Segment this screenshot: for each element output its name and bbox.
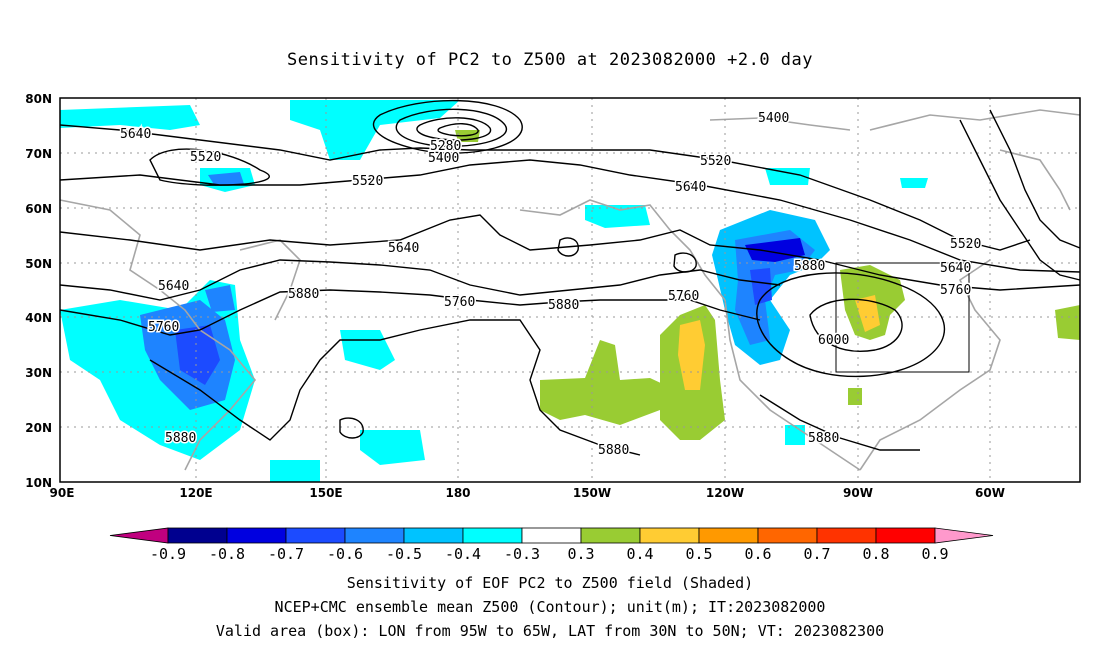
lat-label: 50N [25,257,52,271]
colorbar-tick-label: 0.6 [744,545,771,563]
footer-line-3: Valid area (box): LON from 95W to 65W, L… [215,622,885,640]
contour-label: 5880 [288,287,319,302]
contour-label: 5520 [190,150,221,165]
contour-label: 5880 [598,443,629,458]
colorbar-swatch [757,527,818,544]
lon-label: 150E [309,486,342,500]
lat-label: 20N [25,421,52,435]
z500-contours [59,99,1081,456]
colorbar-tick-label: -0.4 [445,545,481,563]
colorbar-tick-label: 0.9 [921,545,948,563]
contour-label: 5520 [950,237,981,252]
lon-label: 120W [706,486,744,500]
contour-label: 5640 [158,279,189,294]
contour-label: 5760 [668,289,699,304]
colorbar-tick-label: 0.4 [626,545,653,563]
contour-label: 5280 [430,139,461,154]
colorbar-swatch [639,527,700,544]
contour-label: 5880 [794,259,825,274]
colorbar-swatch [816,527,877,544]
colorbar-tick-label: 0.3 [567,545,594,563]
lon-labels: 90E 120E 150E 180 150W 120W 90W 60W [50,486,1005,500]
contour-label: 5640 [388,241,419,256]
shading-positive [455,130,1080,440]
colorbar-tick-label: -0.7 [268,545,304,563]
colorbar-tick-label: 0.7 [803,545,830,563]
lat-label: 60N [25,202,52,216]
contour-label: 5880 [808,431,839,446]
colorbar-tick-label: -0.8 [209,545,245,563]
lat-label: 10N [25,476,52,490]
lon-label: 90E [50,486,75,500]
colorbar-tick-label: -0.9 [150,545,186,563]
contour-label: 5640 [940,261,971,276]
contour-label: 5640 [120,127,151,142]
footer-line-1: Sensitivity of EOF PC2 to Z500 field (Sh… [346,574,754,592]
contour-label: 5880 [165,431,196,446]
colorbar-tick-label: -0.5 [386,545,422,563]
lat-label: 40N [25,311,52,325]
lat-label: 70N [25,147,52,161]
lon-label: 90W [843,486,873,500]
colorbar-swatch [462,527,523,544]
contour-label: 5520 [700,154,731,169]
colorbar-tick-label: -0.6 [327,545,363,563]
colorbar-swatch [698,527,759,544]
lat-label: 80N [25,92,52,106]
map-panel [59,97,1081,483]
contour-labels: 5640 5520 5520 5400 5280 5520 5640 5400 … [119,110,983,460]
contour-label: 5760 [940,283,971,298]
colorbar: -0.9 -0.8 -0.7 -0.6 -0.5 -0.4 -0.3 0.3 0.4 0.5 0.6… [109,527,994,563]
contour-label: 5520 [352,174,383,189]
lat-labels: 80N 70N 60N 50N 40N 30N 20N 10N [25,92,52,490]
colorbar-tick-label: -0.3 [504,545,540,563]
colorbar-swatch [875,527,936,544]
contour-label: 5640 [675,180,706,195]
map-border [59,97,1081,483]
lon-label: 120E [179,486,212,500]
contour-label: 5400 [758,111,789,126]
colorbar-tick-label: 0.8 [862,545,889,563]
contour-label: 6000 [818,333,849,348]
contour-label: 5760 [444,295,475,310]
colorbar-swatch [580,527,641,544]
lon-label: 150W [573,486,611,500]
lon-label: 60W [975,486,1005,500]
coastlines [59,109,1081,471]
colorbar-arrow-min [109,527,169,544]
colorbar-arrow-max [934,527,994,544]
map-title: Sensitivity of PC2 to Z500 at 2023082000… [286,50,813,70]
contour-label: 5880 [548,298,579,313]
lat-label: 30N [25,366,52,380]
colorbar-swatch [403,527,464,544]
graticule [60,98,1080,482]
valid-area-box [835,262,970,373]
lon-label: 180 [445,486,470,500]
colorbar-swatch [167,527,228,544]
colorbar-swatch [521,527,582,544]
colorbar-swatch [344,527,405,544]
footer-line-2: NCEP+CMC ensemble mean Z500 (Contour); u… [274,598,826,616]
colorbar-tick-label: 0.5 [685,545,712,563]
contour-label: 5760 [148,320,179,335]
colorbar-swatch [226,527,287,544]
contour-label: 5400 [428,151,459,166]
colorbar-swatch [285,527,346,544]
